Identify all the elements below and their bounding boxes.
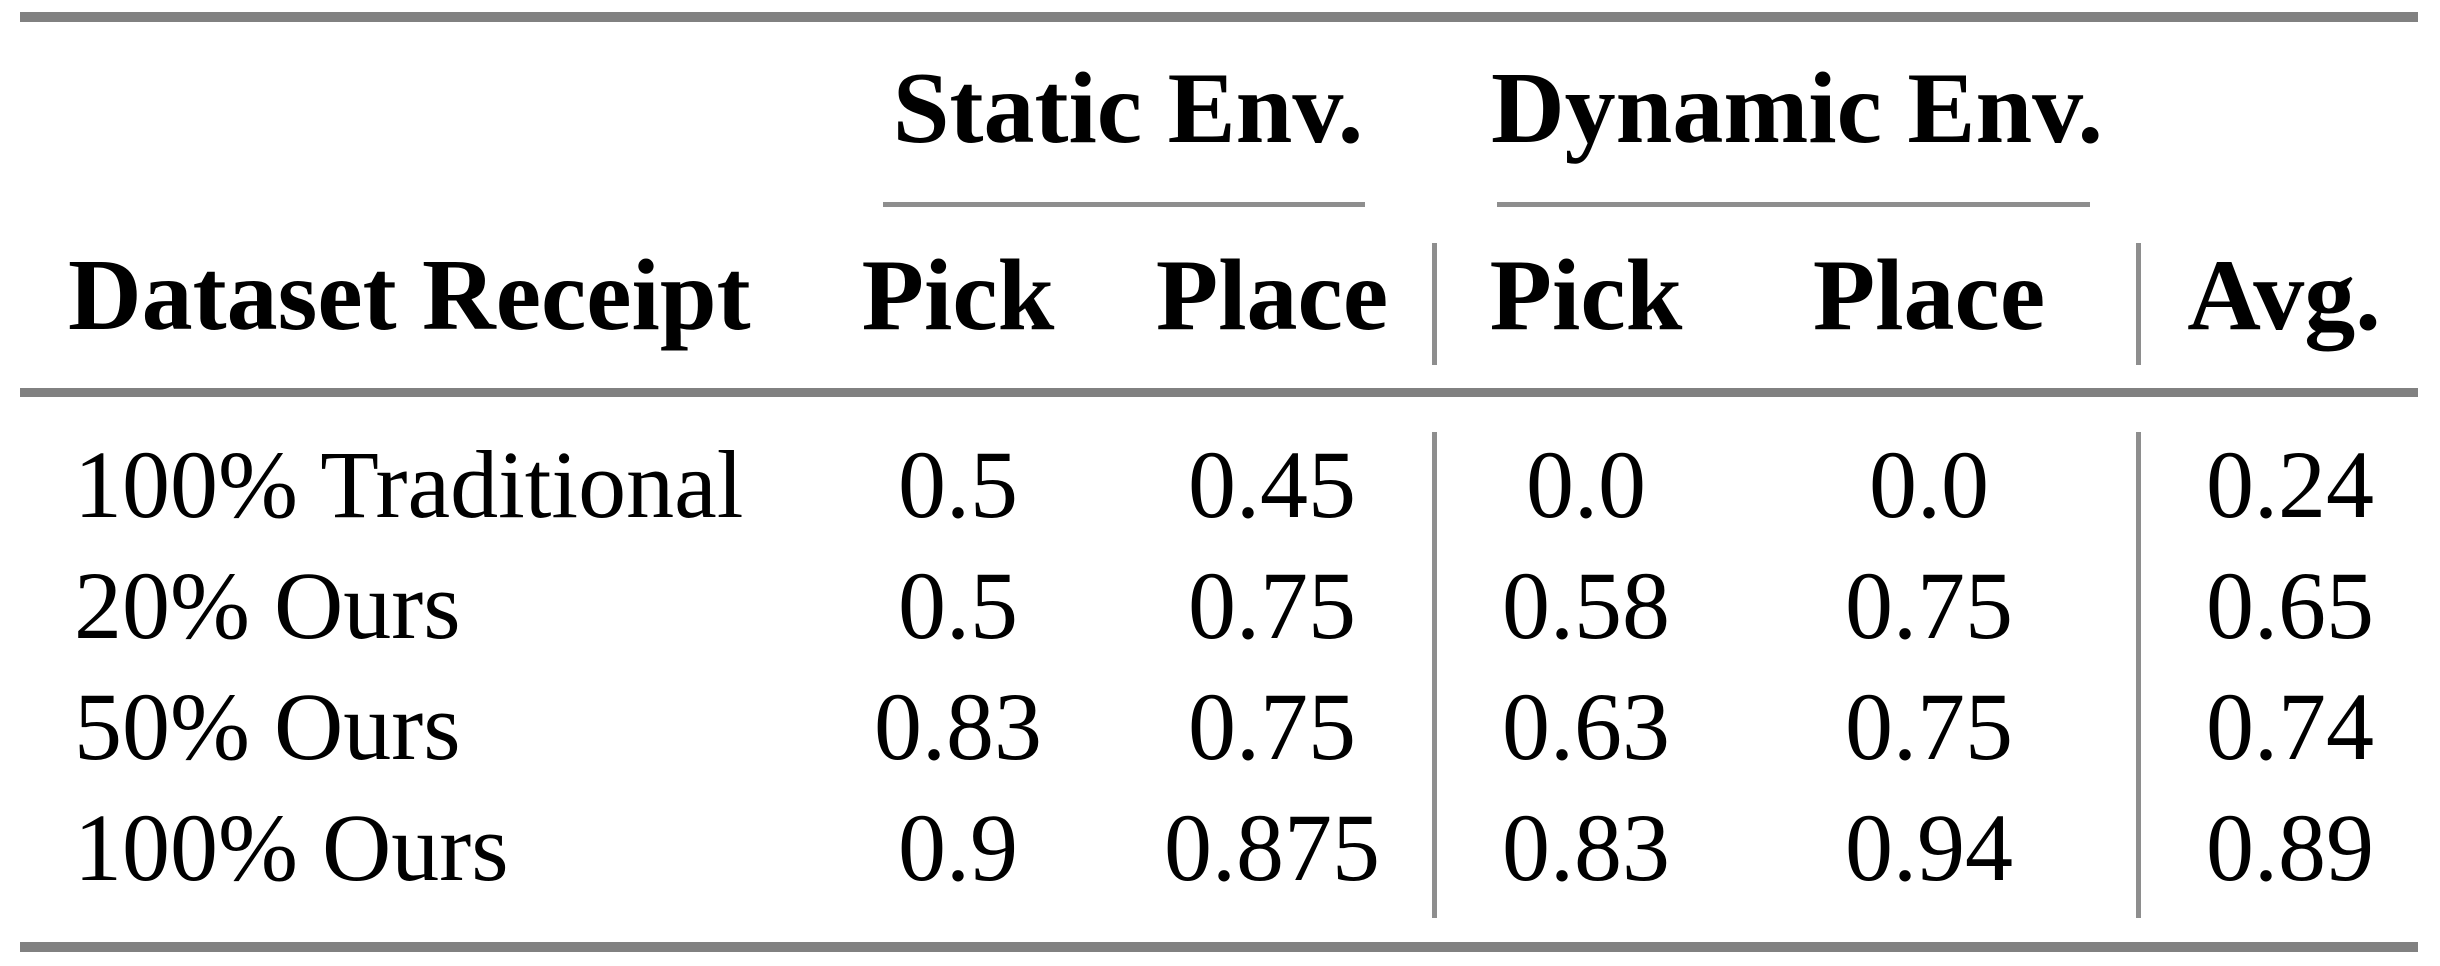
table-cell: 0.83 bbox=[1502, 794, 1670, 901]
group-header-static-env: Static Env. bbox=[892, 52, 1364, 165]
table-cell: 0.75 bbox=[1845, 673, 2013, 780]
table-cell: 0.63 bbox=[1502, 673, 1670, 780]
table-cell: 0.89 bbox=[2206, 794, 2374, 901]
vertical-rule-avg-header bbox=[2136, 243, 2141, 365]
row-label: 100% Ours bbox=[74, 794, 509, 901]
row-label: 20% Ours bbox=[74, 552, 461, 659]
column-header-dynamic-place: Place bbox=[1812, 239, 2046, 352]
table-cell: 0.875 bbox=[1164, 794, 1380, 901]
table-cell: 0.5 bbox=[898, 552, 1018, 659]
dynamic-group-underline bbox=[1497, 202, 2090, 207]
top-rule bbox=[20, 12, 2418, 22]
table-cell: 0.5 bbox=[898, 431, 1018, 538]
row-label: 100% Traditional bbox=[74, 431, 744, 538]
vertical-rule-static-dynamic-body bbox=[1432, 432, 1437, 918]
bottom-rule bbox=[20, 942, 2418, 952]
column-header-static-place: Place bbox=[1155, 239, 1389, 352]
table-cell: 0.58 bbox=[1502, 552, 1670, 659]
table-cell: 0.75 bbox=[1188, 552, 1356, 659]
vertical-rule-static-dynamic-header bbox=[1432, 243, 1437, 365]
column-header-static-pick: Pick bbox=[861, 239, 1055, 352]
table-cell: 0.74 bbox=[2206, 673, 2374, 780]
table-cell: 0.9 bbox=[898, 794, 1018, 901]
vertical-rule-avg-body bbox=[2136, 432, 2141, 918]
table-cell: 0.65 bbox=[2206, 552, 2374, 659]
table-cell: 0.83 bbox=[874, 673, 1042, 780]
static-group-underline bbox=[883, 202, 1365, 207]
column-header-dataset-receipt: Dataset Receipt bbox=[68, 239, 751, 352]
table-cell: 0.45 bbox=[1188, 431, 1356, 538]
group-header-dynamic-env: Dynamic Env. bbox=[1490, 52, 2104, 165]
column-header-avg: Avg. bbox=[2187, 239, 2381, 352]
header-midrule bbox=[20, 388, 2418, 397]
table-cell: 0.0 bbox=[1869, 431, 1989, 538]
table-cell: 0.24 bbox=[2206, 431, 2374, 538]
table-cell: 0.94 bbox=[1845, 794, 2013, 901]
table-cell: 0.75 bbox=[1845, 552, 2013, 659]
table-cell: 0.0 bbox=[1526, 431, 1646, 538]
table-cell: 0.75 bbox=[1188, 673, 1356, 780]
column-header-dynamic-pick: Pick bbox=[1489, 239, 1683, 352]
row-label: 50% Ours bbox=[74, 673, 461, 780]
